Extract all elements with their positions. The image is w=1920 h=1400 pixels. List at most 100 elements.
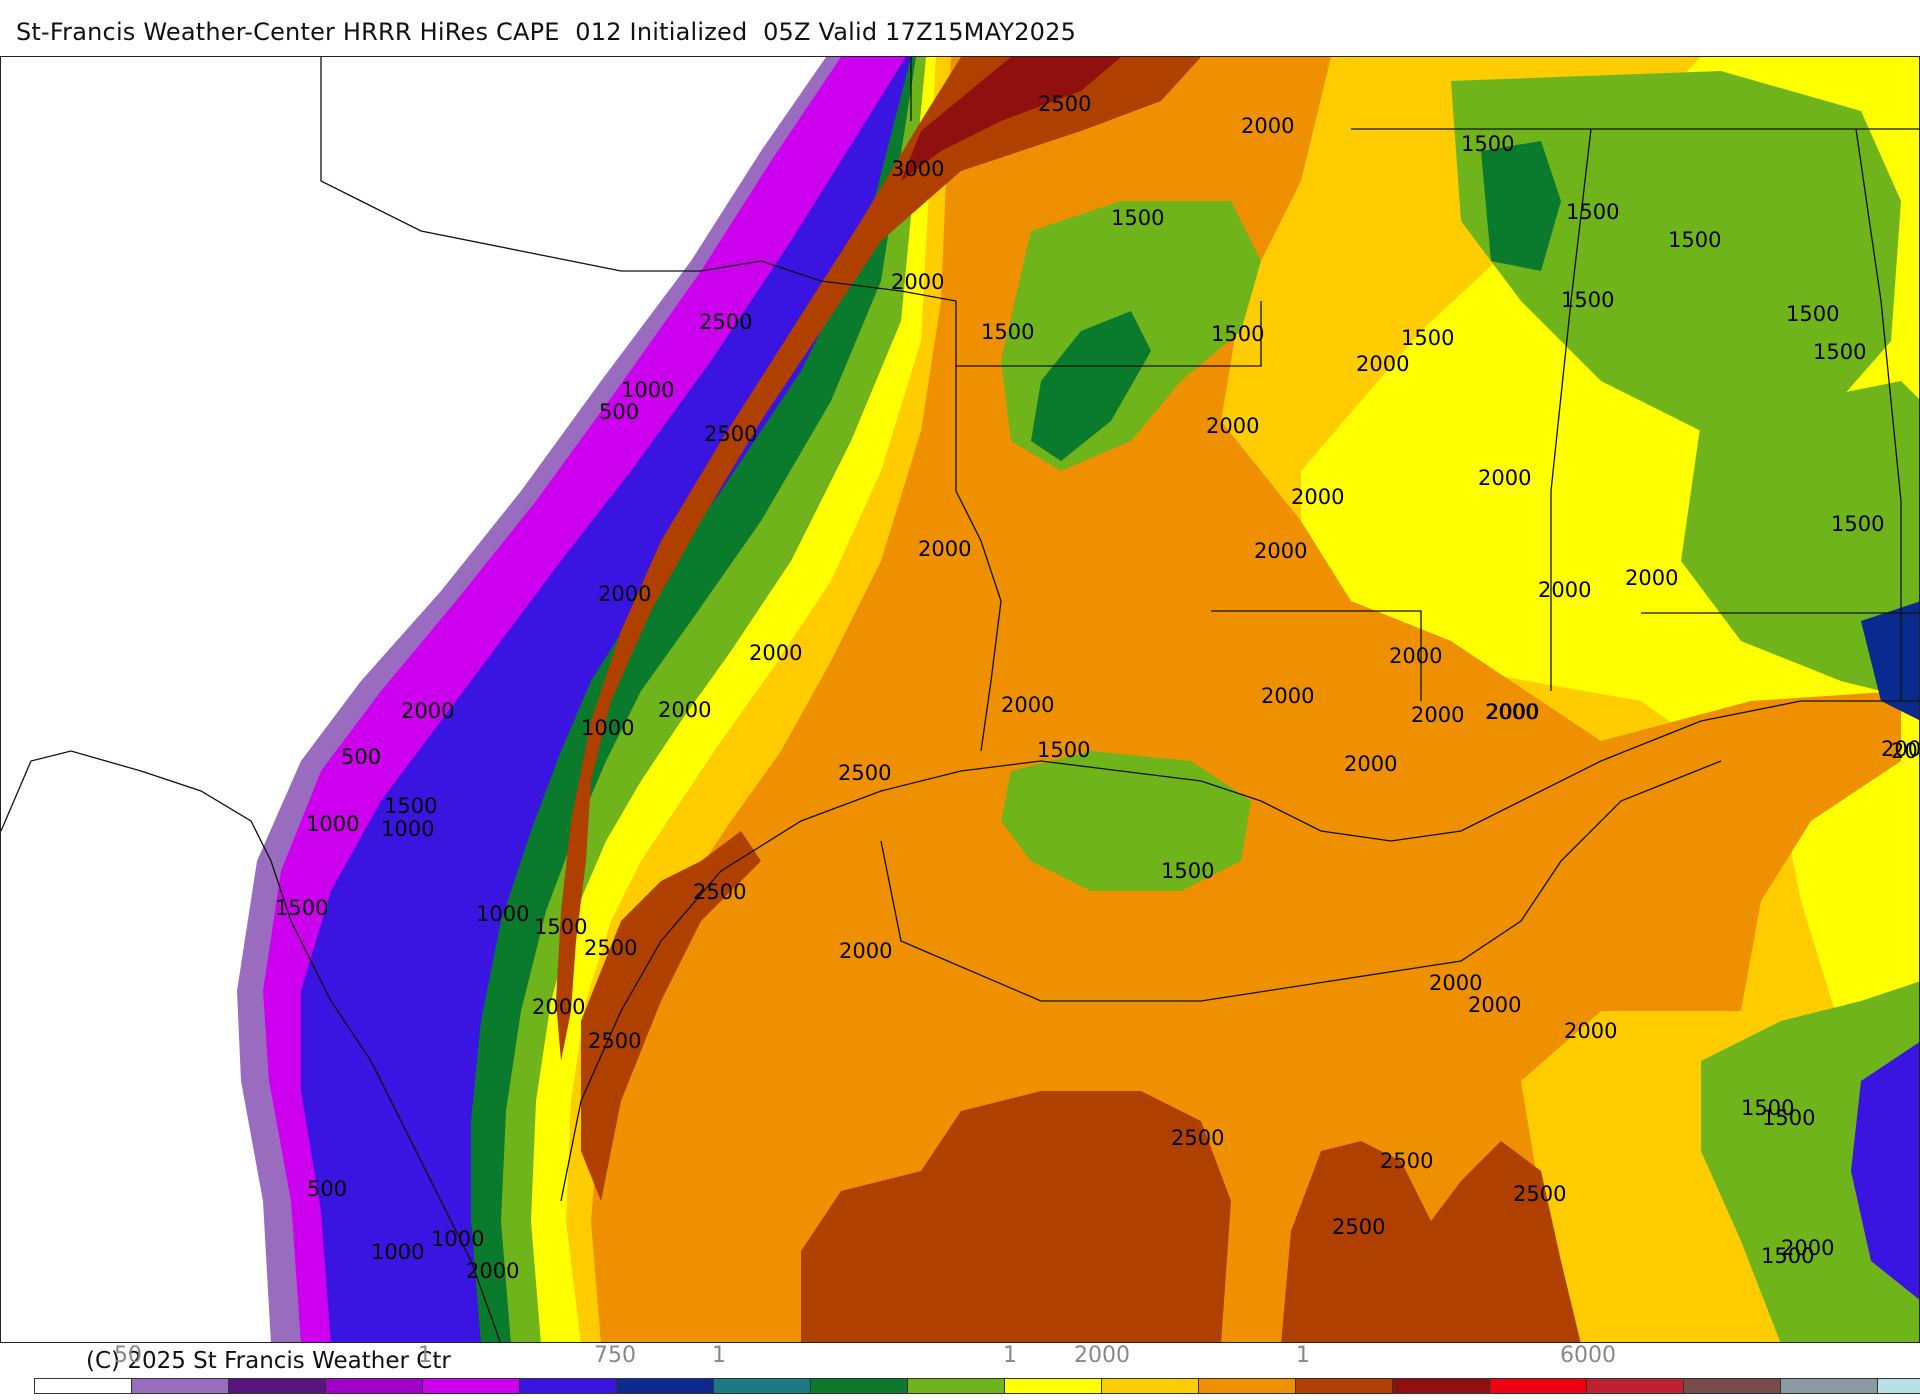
cape-patch-green-ne <box>1451 71 1901 431</box>
legend-swatch <box>617 1379 714 1393</box>
contour-label: 2000 <box>1261 684 1314 708</box>
contour-label: 1500 <box>1761 1244 1814 1268</box>
ms-al-border <box>1550 128 1592 691</box>
contour-label: 2000 <box>1468 993 1521 1017</box>
copyright-notice: (C) 2025 St Francis Weather Ctr <box>86 1348 451 1374</box>
gulf-inner-contour <box>880 760 1722 1002</box>
contour-label: 1500 <box>1401 326 1454 350</box>
contour-label: 1000 <box>306 812 359 836</box>
mexico-border <box>1 750 501 1342</box>
legend-tick-label: 2000 <box>1074 1343 1130 1368</box>
contour-label: 1500 <box>1786 302 1839 326</box>
contour-label: 2000 <box>1564 1019 1617 1043</box>
contour-label: 2500 <box>704 422 757 446</box>
contour-label: 2000 <box>1254 539 1307 563</box>
legend-swatch <box>908 1379 1005 1393</box>
contour-label: 1500 <box>1461 132 1514 156</box>
contour-label: 2500 <box>1171 1126 1224 1150</box>
color-legend-bar <box>34 1378 1920 1394</box>
legend-swatch <box>520 1379 617 1393</box>
al-ga-border <box>1855 128 1902 701</box>
contour-label: 2000 <box>1389 644 1442 668</box>
legend-swatch <box>35 1379 132 1393</box>
cape-patch-navy-east <box>1861 601 1919 720</box>
louisiana-border <box>955 366 1002 752</box>
cape-patch-gulf-green <box>1001 751 1251 891</box>
cape-patch-coastal-rust <box>581 831 761 1201</box>
contour-label: 1000 <box>371 1240 424 1264</box>
arkansas-border <box>955 301 1262 367</box>
contour-label: 2000 <box>1429 971 1482 995</box>
legend-swatch <box>1878 1379 1920 1393</box>
legend-tick-label: 1 <box>1296 1343 1310 1368</box>
cape-patch-gulf-rust <box>801 1091 1231 1342</box>
contour-label: 1500 <box>1741 1096 1794 1120</box>
cape-patch-dark-green-ne <box>1481 141 1561 271</box>
contour-label: 2000 <box>1881 737 1920 761</box>
legend-swatch <box>326 1379 423 1393</box>
cape-patch-se-green <box>1701 981 1919 1342</box>
legend-tick-label: 1 <box>1003 1343 1017 1368</box>
legend-tick-label: 1 <box>712 1343 726 1368</box>
contour-label: 2000 <box>839 939 892 963</box>
legend-swatch <box>714 1379 811 1393</box>
contour-label: 500 <box>341 745 381 769</box>
contour-label: 2000 <box>598 582 651 606</box>
contour-label: 1500 <box>1111 206 1164 230</box>
contour-label: 1000 <box>381 817 434 841</box>
legend-swatch <box>1587 1379 1684 1393</box>
contour-label: 2000 <box>1538 578 1591 602</box>
contour-label: 1500 <box>1813 340 1866 364</box>
contour-label: 2500 <box>699 310 752 334</box>
contour-label: 1500 <box>1561 288 1614 312</box>
texas-panhandle-border <box>320 57 957 302</box>
contour-label: 2000 <box>918 537 971 561</box>
contour-label: 2000 <box>749 641 802 665</box>
legend-swatch <box>132 1379 229 1393</box>
contour-label: 1500 <box>1037 738 1090 762</box>
contour-label: 2500 <box>1332 1215 1385 1239</box>
legend-swatch <box>1102 1379 1199 1393</box>
contour-label: 1500 <box>1831 512 1884 536</box>
contour-label: 2000 <box>1781 1236 1834 1260</box>
contour-label: 2000 <box>658 698 711 722</box>
contour-label: 2000 <box>1486 700 1539 724</box>
contour-label: 2000 <box>1891 739 1920 763</box>
legend-swatch <box>1296 1379 1393 1393</box>
contour-label: 1000 <box>581 716 634 740</box>
legend-swatch <box>1199 1379 1296 1393</box>
cape-band-orange <box>591 57 1901 1342</box>
contour-label: 2000 <box>1625 566 1678 590</box>
legend-swatch <box>229 1379 326 1393</box>
legend-swatch <box>1781 1379 1878 1393</box>
contour-label: 2000 <box>401 699 454 723</box>
contour-label: 2000 <box>1241 114 1294 138</box>
contour-label: 500 <box>599 400 639 424</box>
contour-labels: 2500 2000 3000 1500 2000 2500 1500 1500 … <box>275 92 1920 1283</box>
legend-tick-label: 750 <box>594 1343 636 1368</box>
contour-label: 1500 <box>384 794 437 818</box>
legend-tick-label: 50 <box>114 1343 142 1368</box>
cape-band-maroon <box>901 57 1121 181</box>
contour-label: 1500 <box>1161 859 1214 883</box>
contour-label: 1500 <box>1668 228 1721 252</box>
boundary-lines <box>1 57 1919 1342</box>
map-title: St-Francis Weather-Center HRRR HiRes CAP… <box>16 18 1077 46</box>
legend-swatch <box>423 1379 520 1393</box>
contour-label: 2500 <box>1038 92 1091 116</box>
cape-patch-gulf-rust-east <box>1281 1141 1581 1342</box>
contour-label: 2500 <box>838 761 891 785</box>
contour-label: 1500 <box>981 320 1034 344</box>
contour-label: 2000 <box>1356 352 1409 376</box>
contour-label: 2000 <box>1411 703 1464 727</box>
legend-swatch <box>1490 1379 1587 1393</box>
contour-label: 1500 <box>534 915 587 939</box>
cape-map: 2500 2000 3000 1500 2000 2500 1500 1500 … <box>0 56 1920 1343</box>
cape-patch-dark-green-north <box>1031 311 1151 461</box>
mississippi-border <box>1211 610 1422 701</box>
contour-label: 1500 <box>1211 322 1264 346</box>
cape-patch-green-east <box>1681 381 1919 701</box>
contour-label: 1500 <box>275 896 328 920</box>
legend-swatch <box>1005 1379 1102 1393</box>
gulf-coastline <box>560 700 1919 1202</box>
